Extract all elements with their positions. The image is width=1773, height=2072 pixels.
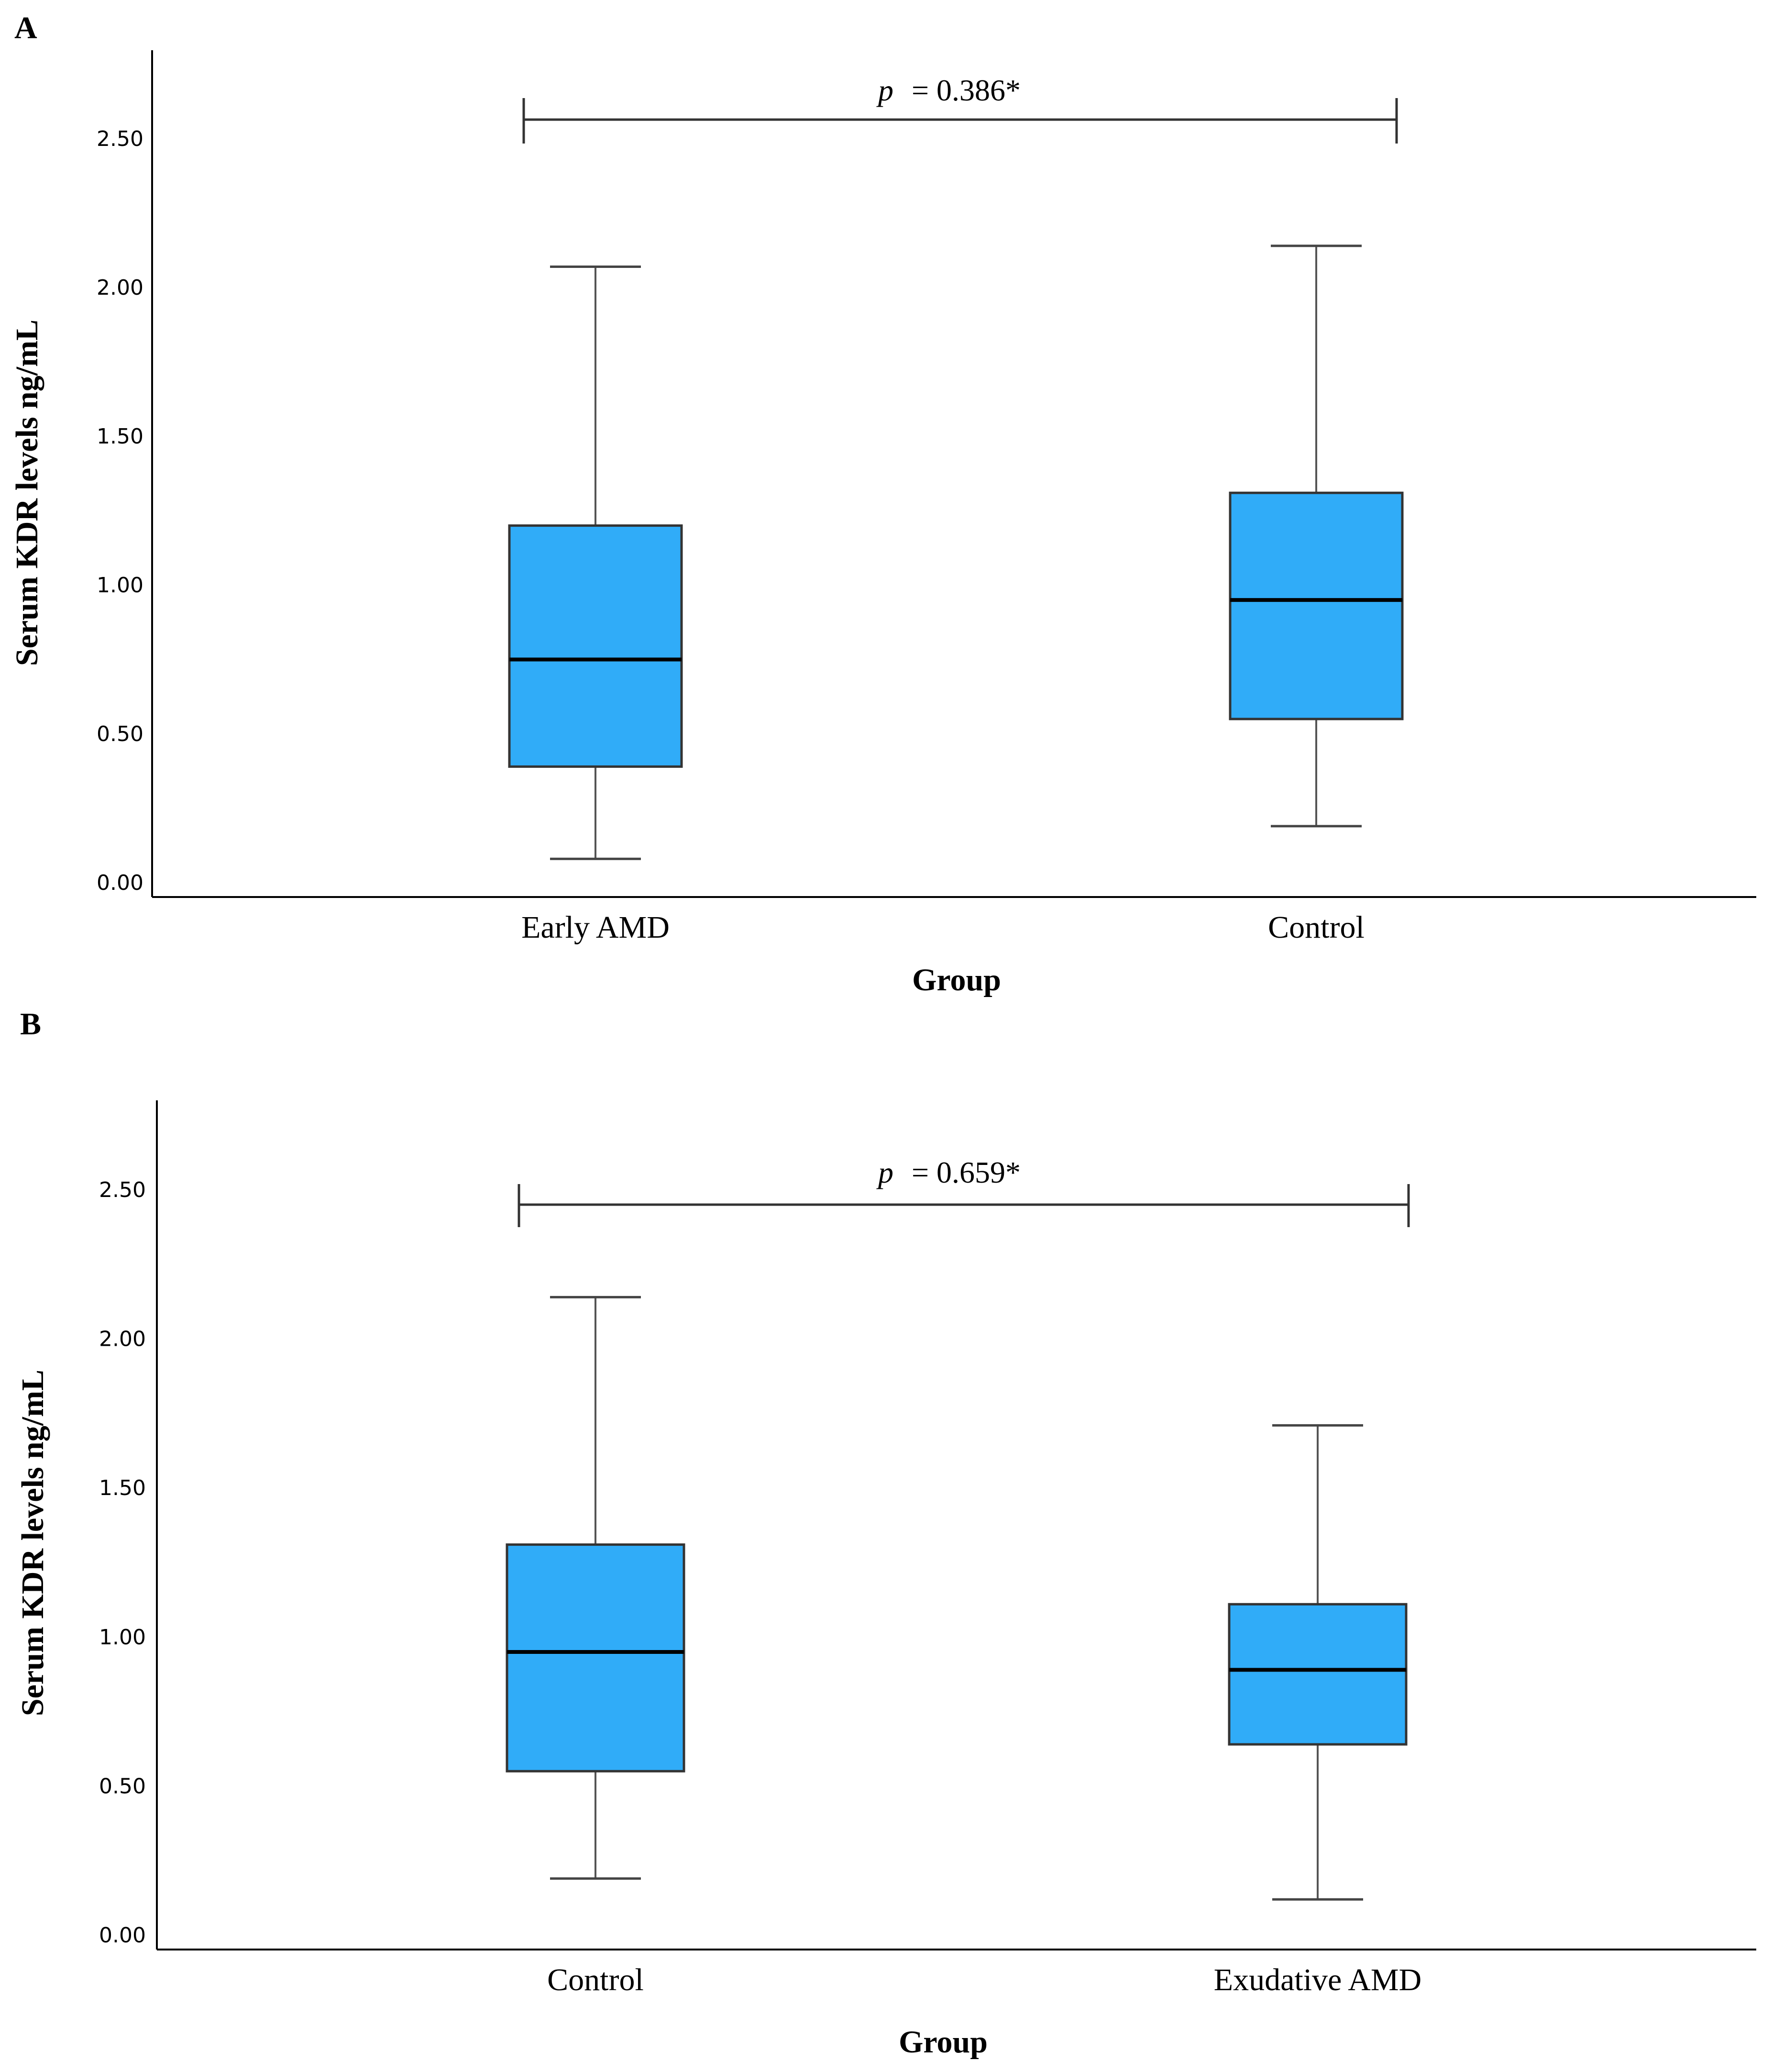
- iqr-box: [508, 524, 683, 768]
- p-value-text-a: = 0.386*: [912, 73, 1021, 107]
- y-tick-label: 1.00: [97, 573, 143, 598]
- y-ticks-a: 0.00 0.50 1.00 1.50 2.00 2.50: [97, 127, 143, 895]
- plot-area-b: [156, 1100, 1756, 1950]
- y-axis-title-b: Serum KDR levels ng/mL: [15, 1370, 50, 1716]
- p-value-text-b: = 0.659*: [912, 1155, 1021, 1189]
- x-axis-title-b: Group: [899, 2025, 988, 2060]
- y-tick-label: 0.00: [99, 1923, 146, 1948]
- y-tick-label: 2.00: [99, 1327, 146, 1352]
- y-tick-label: 0.50: [97, 722, 143, 746]
- y-tick-label: 1.50: [97, 424, 143, 449]
- y-tick-label: 0.50: [99, 1774, 146, 1798]
- y-tick-label: 1.50: [99, 1476, 146, 1500]
- y-tick-label: 2.50: [97, 127, 143, 151]
- panel-label-a: A: [14, 11, 37, 45]
- significance-bracket-b: p = 0.659*: [518, 1155, 1410, 1227]
- y-tick-label: 2.00: [97, 276, 143, 300]
- significance-bracket-a: p = 0.386*: [522, 73, 1398, 144]
- panel-b: B Serum KDR levels ng/mL Group 0.00 0.50 1…: [15, 1007, 1756, 2060]
- x-categories-b: Control Exudative AMD: [547, 1962, 1421, 1997]
- x-category-label: Exudative AMD: [1214, 1962, 1421, 1997]
- y-tick-label: 2.50: [99, 1178, 146, 1202]
- panel-a: A Serum KDR levels ng/mL Group 0.00 0.50 1…: [10, 11, 1756, 997]
- p-value-label-a: p = 0.386*: [876, 73, 1021, 107]
- iqr-box: [1228, 1603, 1408, 1746]
- x-categories-a: Early AMD Control: [521, 910, 1365, 945]
- x-category-label: Control: [1268, 910, 1365, 945]
- plot-area-a: [151, 50, 1756, 898]
- iqr-box: [1229, 491, 1404, 720]
- y-ticks-b: 0.00 0.50 1.00 1.50 2.00 2.50: [99, 1178, 146, 1948]
- x-axis-title-a: Group: [912, 963, 1001, 997]
- p-symbol-a: p: [876, 73, 893, 107]
- p-symbol-b: p: [876, 1155, 893, 1189]
- iqr-box: [506, 1543, 685, 1773]
- y-tick-label: 0.00: [97, 871, 143, 895]
- panel-label-b: B: [20, 1007, 41, 1042]
- x-category-label: Early AMD: [521, 910, 670, 945]
- y-axis-title-a: Serum KDR levels ng/mL: [10, 320, 44, 666]
- x-category-label: Control: [547, 1962, 644, 1997]
- p-value-label-b: p = 0.659*: [876, 1155, 1021, 1189]
- y-tick-label: 1.00: [99, 1625, 146, 1650]
